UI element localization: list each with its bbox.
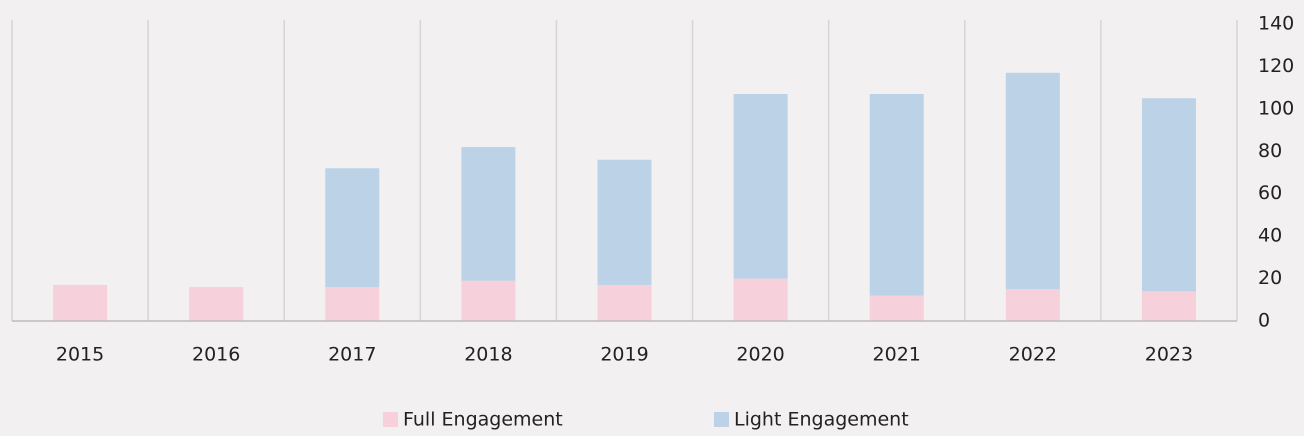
y-tick-label: 20: [1258, 267, 1282, 289]
bar-segment: [461, 280, 516, 321]
y-tick-label: 140: [1258, 13, 1294, 35]
bar-segment: [869, 94, 924, 296]
legend-swatch: [383, 412, 398, 427]
y-tick-label: 40: [1258, 225, 1282, 247]
x-tick-label: 2019: [600, 344, 648, 366]
x-tick-label: 2023: [1145, 344, 1193, 366]
y-tick-label: 100: [1258, 97, 1294, 119]
bar-segment: [597, 159, 652, 285]
bar-segment: [1141, 98, 1196, 292]
legend-label: Full Engagement: [403, 409, 563, 431]
legend-swatch: [714, 412, 729, 427]
x-tick-label: 2022: [1009, 344, 1057, 366]
bar-segment: [733, 278, 788, 321]
x-tick-label: 2020: [736, 344, 784, 366]
bar-segment: [53, 284, 108, 321]
bar-segment: [869, 295, 924, 321]
x-tick-label: 2018: [464, 344, 512, 366]
x-tick-label: 2021: [873, 344, 921, 366]
bar-segment: [461, 147, 516, 281]
legend-label: Light Engagement: [734, 409, 909, 431]
bar-segment: [325, 287, 380, 321]
x-tick-label: 2016: [192, 344, 240, 366]
y-tick-label: 60: [1258, 182, 1282, 204]
x-tick-label: 2015: [56, 344, 104, 366]
bar-segment: [1141, 291, 1196, 321]
y-tick-label: 120: [1258, 55, 1294, 77]
y-tick-label: 0: [1258, 310, 1270, 332]
bar-segment: [1005, 289, 1060, 321]
bar-segment: [733, 94, 788, 279]
bar-segment: [189, 287, 244, 321]
bar-segment: [325, 168, 380, 288]
y-tick-label: 80: [1258, 140, 1282, 162]
bar-segment: [597, 284, 652, 321]
x-tick-label: 2017: [328, 344, 376, 366]
bar-segment: [1005, 72, 1060, 290]
